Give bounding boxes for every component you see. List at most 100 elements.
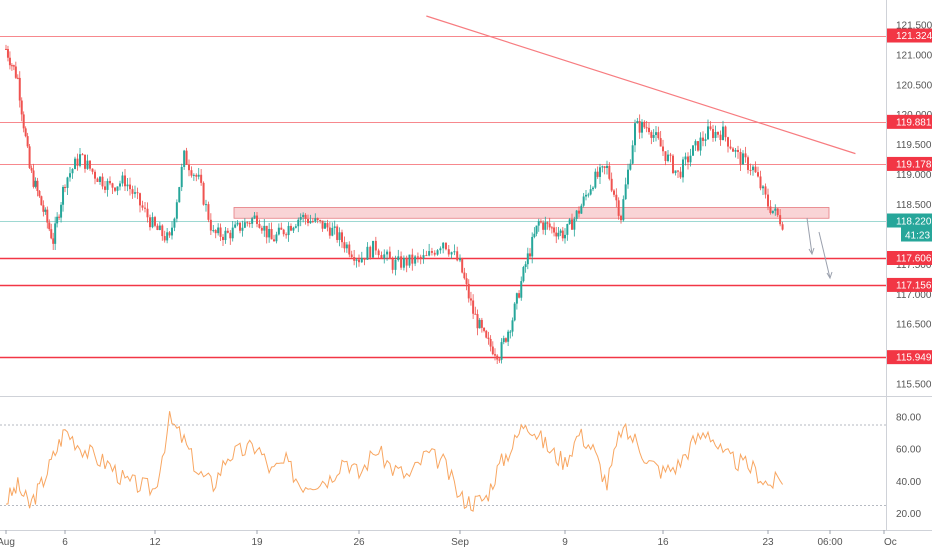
candle-body [285, 234, 288, 236]
candle-body [348, 244, 351, 255]
candle-body [657, 132, 660, 139]
candle-body [529, 253, 531, 257]
candle-body [714, 131, 717, 138]
candle-body [161, 225, 164, 237]
candle-body [16, 77, 19, 79]
candle-body [687, 156, 689, 163]
level-price-label: 115.949 [896, 353, 932, 364]
candle-body [121, 175, 124, 184]
candle-body [139, 193, 141, 206]
candle-body [568, 219, 571, 224]
candle-body [270, 229, 273, 240]
candle-body [374, 240, 377, 251]
candle-body [114, 187, 116, 191]
price-tick-label: 119.000 [896, 170, 932, 181]
candle-body [677, 170, 679, 172]
candle-body [453, 251, 456, 253]
candle-body [674, 170, 677, 174]
candle-body [372, 240, 375, 258]
candle-body [268, 229, 271, 238]
time-tick-label: 19 [251, 537, 263, 548]
candle-body [629, 163, 632, 170]
candle-body [243, 222, 246, 228]
level-price-label: 119.881 [896, 117, 932, 128]
candle-body [557, 232, 560, 237]
last-price-label: 118.220 [896, 217, 932, 228]
candle-body [328, 227, 331, 236]
candle-body [183, 150, 186, 167]
candle-body [173, 218, 176, 228]
rsi-tick-label: 80.00 [896, 412, 921, 423]
candle-body [297, 219, 300, 227]
candle-body [377, 250, 380, 256]
candle-body [589, 189, 592, 195]
candle-body [669, 154, 672, 156]
candle-body [580, 205, 583, 214]
candle-body [86, 160, 89, 169]
candle-body [779, 215, 782, 225]
candle-body [397, 256, 400, 260]
candle-body [42, 205, 45, 212]
candle-body [236, 222, 239, 225]
candle-body [154, 217, 156, 226]
candle-body [94, 171, 96, 179]
time-tick-label: 16 [657, 537, 669, 548]
candle-body [694, 141, 697, 146]
candle-body [302, 214, 305, 218]
projection-arrow [806, 217, 813, 255]
candle-body [146, 208, 149, 218]
candle-body [156, 225, 159, 231]
price-tick-label: 121.000 [896, 50, 932, 61]
candle-body [459, 258, 461, 261]
candle-body [465, 278, 468, 284]
candle-body [144, 207, 146, 209]
candle-body [22, 114, 25, 129]
candle-body [309, 221, 312, 224]
candle-body [185, 150, 188, 165]
candle-body [474, 313, 477, 315]
candle-body [197, 174, 200, 177]
candle-body [258, 223, 261, 228]
candle-body [699, 137, 702, 151]
candle-body [485, 330, 488, 338]
candle-body [599, 167, 601, 177]
candle-body [620, 215, 622, 221]
candle-body [219, 227, 222, 237]
candle-body [416, 256, 419, 258]
level-price-tag [887, 277, 932, 292]
candle-body [408, 254, 411, 266]
candle-body [712, 129, 714, 138]
candle-body [587, 194, 590, 196]
candle-body [256, 215, 258, 224]
candle-body [294, 226, 297, 228]
candle-body [764, 186, 767, 195]
candle-body [106, 180, 109, 190]
candle-body [84, 154, 86, 169]
candle-body [195, 174, 198, 177]
candle-body [54, 223, 57, 244]
candle-body [8, 57, 11, 66]
candle-body [104, 186, 106, 190]
candle-body [610, 178, 613, 191]
candle-body [141, 205, 144, 208]
candle-body [422, 255, 425, 259]
candle-body [386, 251, 389, 255]
candle-body [489, 338, 492, 347]
candle-body [311, 221, 314, 223]
candle-body [224, 230, 227, 241]
candle-body [380, 255, 383, 259]
candle-body [734, 149, 737, 152]
candle-body [34, 180, 37, 187]
candle-body [722, 126, 724, 140]
time-tick-label: 23 [762, 537, 774, 548]
candle-body [539, 221, 542, 223]
candle-body [260, 227, 263, 231]
candle-body [355, 259, 358, 261]
candle-body [69, 173, 71, 178]
candle-body [246, 222, 249, 224]
candle-body [134, 192, 136, 194]
candle-body [606, 165, 608, 168]
candle-body [498, 359, 501, 361]
